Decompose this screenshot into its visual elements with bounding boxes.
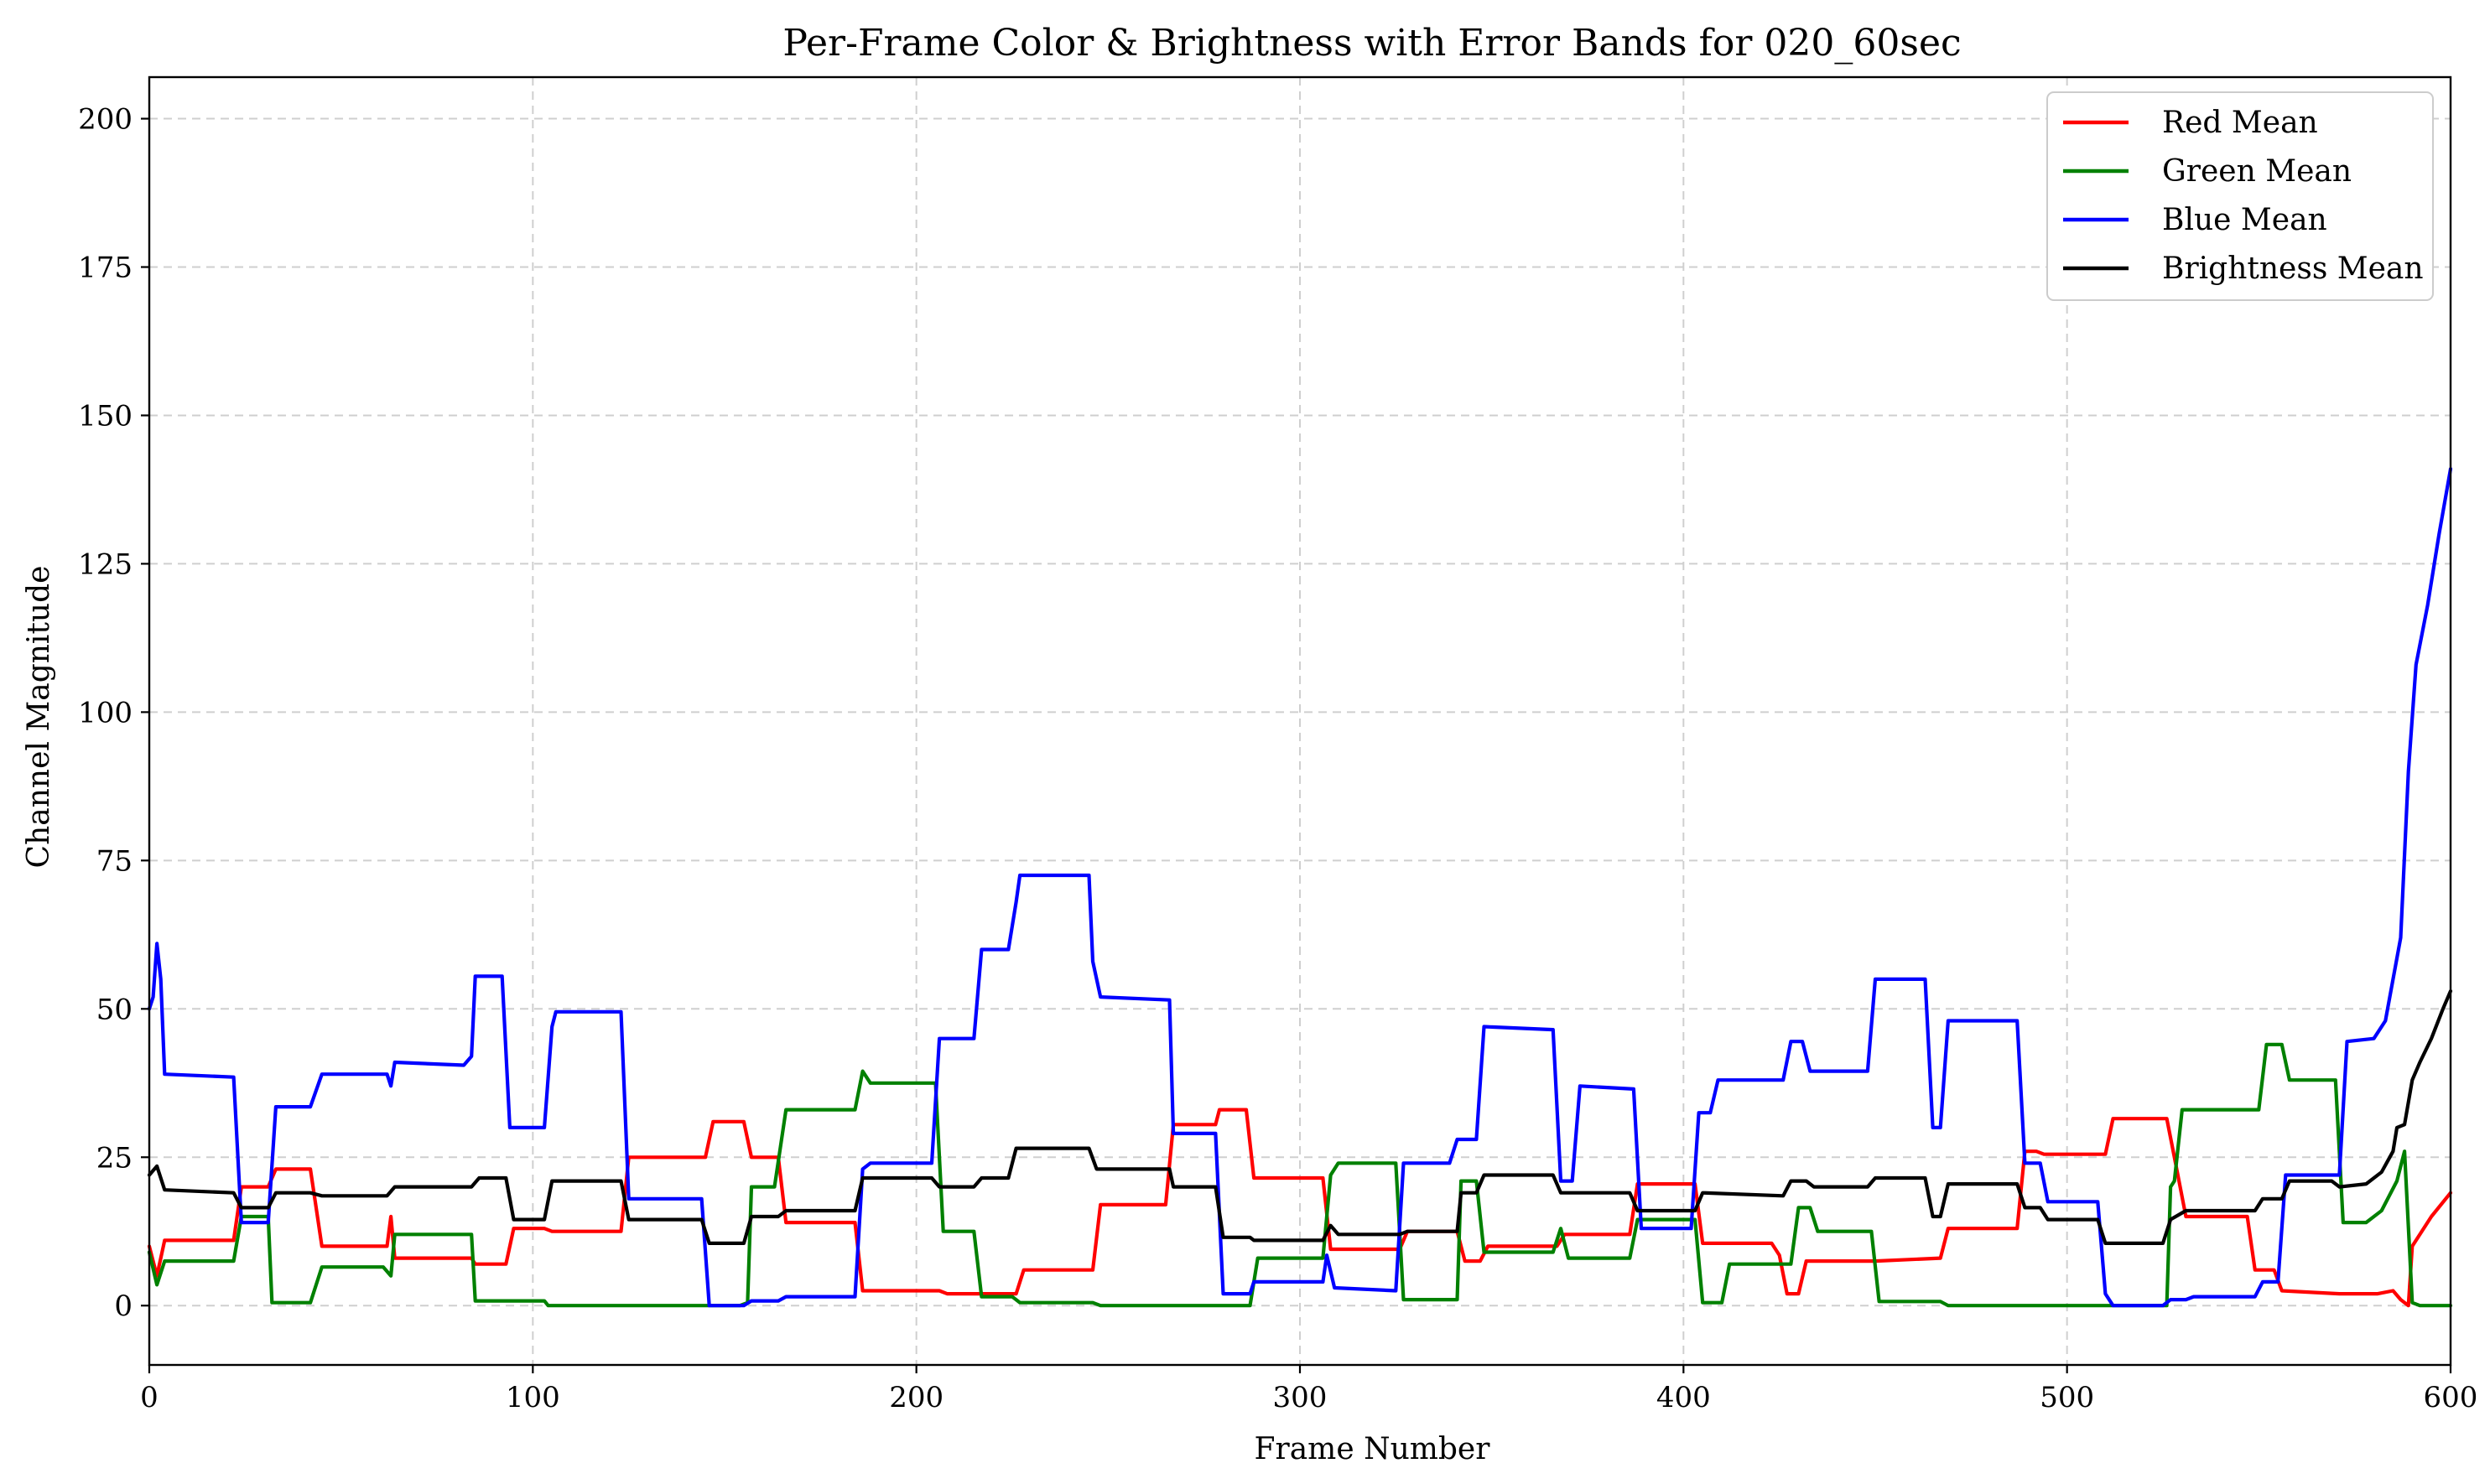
axis-layer: 0 100 200 300 400 500 600 0 25 50 75 100 125 150 175 20… — [78, 75, 2478, 1414]
series-line-2 — [147, 467, 2453, 1308]
legend-label-1: Green Mean — [2162, 154, 2352, 189]
y-tick-label: 100 — [78, 696, 133, 729]
legend-label-2: Blue Mean — [2162, 203, 2327, 237]
series-line-3 — [147, 989, 2453, 1245]
x-tick-label: 300 — [1273, 1381, 1328, 1414]
x-tick-label: 600 — [2424, 1381, 2478, 1414]
legend: Red Mean Green Mean Blue Mean Brightness Me… — [2046, 91, 2434, 301]
x-tick-label: 200 — [889, 1381, 943, 1414]
y-tick-label: 0 — [114, 1289, 133, 1323]
y-tick-label: 75 — [96, 844, 133, 878]
series-line-0 — [147, 1108, 2453, 1308]
chart-title: Per-Frame Color & Brightness with Error … — [782, 22, 1961, 65]
y-tick-label: 175 — [78, 252, 133, 285]
x-tick-label: 0 — [140, 1381, 159, 1414]
x-tick-label: 100 — [506, 1381, 560, 1414]
x-tick-label: 500 — [2040, 1381, 2094, 1414]
y-tick-label: 125 — [78, 547, 133, 581]
y-tick-label: 150 — [78, 399, 133, 433]
y-tick-label: 50 — [96, 993, 133, 1026]
y-tick-label: 25 — [96, 1141, 133, 1175]
y-tick-label: 200 — [78, 103, 133, 137]
legend-label-0: Red Mean — [2162, 106, 2318, 140]
y-axis-title: Channel Magnitude — [22, 566, 56, 869]
legend-label-3: Brightness Mean — [2162, 252, 2424, 286]
series-layer — [147, 467, 2453, 1308]
x-axis-title: Frame Number — [1255, 1432, 1491, 1466]
x-tick-label: 400 — [1656, 1381, 1711, 1414]
legend-entries: Red Mean Green Mean Blue Mean Brightness Me… — [2063, 106, 2424, 286]
legend-frame — [2046, 91, 2434, 301]
